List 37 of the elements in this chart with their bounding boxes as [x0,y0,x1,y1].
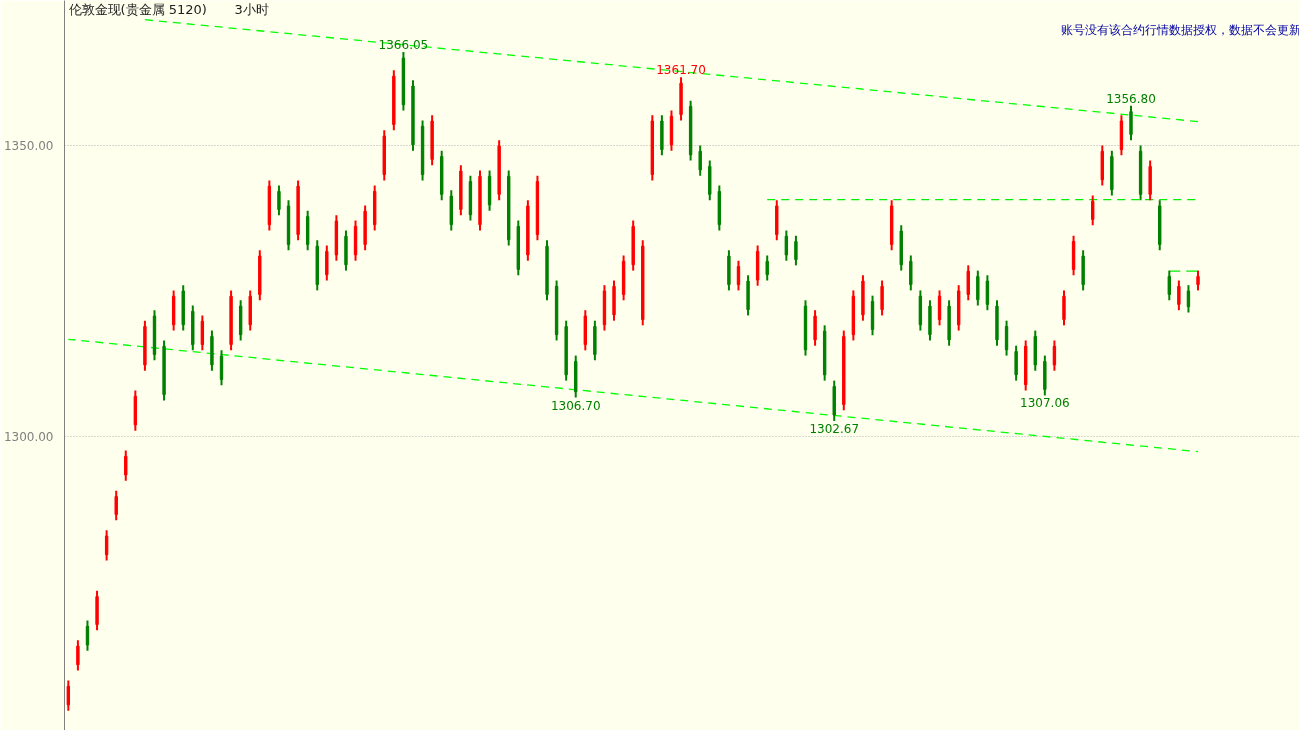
candlestick [966,264,970,302]
y-tick-label: 1350.00 [3,138,54,153]
candlestick [909,254,913,292]
candlestick [277,184,281,217]
chart-title: 伦敦金现(贵金属 5120) [68,1,207,17]
candlestick [784,229,789,262]
candlestick [765,254,769,282]
candlestick [1177,279,1181,312]
candlestick [794,234,798,267]
annotation: 1361.70 [656,63,706,78]
candlestick [880,279,884,317]
candlestick [85,619,90,652]
candlestick [1062,289,1066,327]
candlestick [124,449,128,482]
annotation: 1306.70 [550,398,601,413]
annotation: 1366.05 [378,38,429,53]
candlestick [1196,269,1200,292]
candlestick [1014,344,1018,382]
candlestick [66,679,71,712]
candlestick [1052,339,1057,372]
candlestick [1129,104,1133,142]
candlestick [813,309,817,347]
candlestick [1167,269,1171,302]
candlestick [325,244,329,282]
candlestick [698,144,702,177]
y-tick-label: 1300.00 [3,430,54,445]
annotation: 1356.80 [1106,91,1156,106]
candlestick [114,489,118,522]
candlestick [1186,284,1191,314]
candlestick [104,529,109,562]
candlestick [985,274,990,312]
chart-subtitle: 3小时 [234,1,269,17]
annotation: 1307.06 [1020,396,1070,411]
candlestick [76,639,80,672]
candlestick [976,269,980,307]
candlestick [1091,194,1095,227]
annotation: 1302.67 [809,421,860,436]
